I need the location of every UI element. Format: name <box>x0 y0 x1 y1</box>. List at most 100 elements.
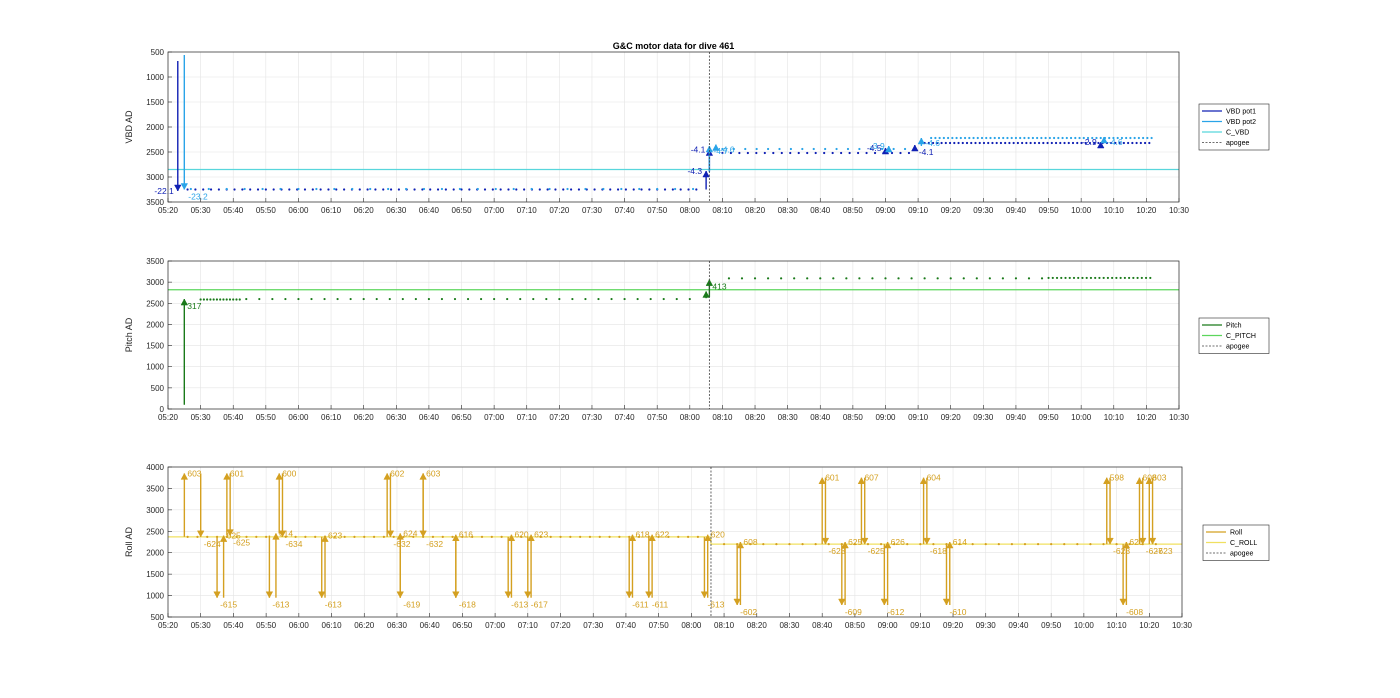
move-arrow-head <box>527 534 535 541</box>
data-point <box>1133 136 1136 140</box>
data-point <box>688 297 691 301</box>
data-point <box>899 151 902 155</box>
data-point <box>789 151 792 155</box>
data-point <box>1137 136 1140 140</box>
data-point <box>1010 136 1013 140</box>
data-point <box>1136 276 1139 280</box>
move-arrow-label: 616 <box>459 530 473 540</box>
x-tick-label: 06:10 <box>322 621 343 630</box>
x-tick-label: 08:10 <box>712 206 733 215</box>
plot-frame <box>167 260 1180 410</box>
data-point <box>879 543 883 546</box>
move-arrow-head <box>278 530 287 538</box>
data-point <box>775 543 778 546</box>
move-arrow-head <box>818 477 826 484</box>
y-axis-label: VBD AD <box>124 110 134 144</box>
data-point <box>971 543 974 546</box>
data-point <box>258 297 261 301</box>
data-point <box>959 136 962 140</box>
data-point <box>375 297 378 301</box>
y-tick-label: 4000 <box>146 463 164 472</box>
data-point <box>958 543 961 546</box>
data-point <box>392 535 395 538</box>
data-point <box>686 535 690 538</box>
x-tick-label: 08:40 <box>810 413 831 422</box>
data-point <box>597 297 600 301</box>
data-point <box>468 188 471 191</box>
data-point <box>1069 136 1073 140</box>
data-point <box>997 136 1001 140</box>
data-point <box>1001 277 1004 280</box>
y-tick-label: 500 <box>151 613 165 622</box>
move-arrow-head <box>712 143 720 151</box>
move-arrow-label: -617 <box>531 600 548 610</box>
data-point <box>558 297 561 301</box>
data-point <box>333 535 336 538</box>
data-point <box>476 187 479 191</box>
data-point <box>812 147 815 151</box>
data-point <box>744 147 747 151</box>
data-point <box>845 277 848 280</box>
x-tick-label: 07:40 <box>616 621 637 630</box>
data-point <box>453 297 457 301</box>
move-arrow-head <box>1122 541 1131 549</box>
data-point <box>1059 141 1062 145</box>
data-point <box>261 187 264 191</box>
data-point <box>500 535 503 538</box>
data-point <box>1119 276 1122 280</box>
move-arrow-label: 625 <box>227 531 241 541</box>
x-tick-label: 10:10 <box>1104 206 1125 215</box>
data-point <box>323 297 326 301</box>
data-point <box>1064 276 1067 280</box>
data-point <box>1077 276 1080 280</box>
data-point <box>480 535 484 538</box>
data-point <box>865 151 868 155</box>
data-point <box>1078 136 1081 140</box>
data-point <box>559 535 562 538</box>
y-tick-label: 1000 <box>146 363 164 372</box>
move-arrow-label: -615 <box>220 600 237 610</box>
x-tick-label: 08:10 <box>712 413 733 422</box>
data-point <box>1149 276 1152 280</box>
move-arrow-label: 603 <box>1152 473 1166 483</box>
data-point <box>1071 141 1075 145</box>
move-arrow-head <box>386 530 395 538</box>
move-arrow-label: -4.6 <box>925 138 940 148</box>
data-point <box>1037 141 1041 145</box>
x-tick-label: 05:20 <box>158 621 179 630</box>
x-tick-label: 07:30 <box>583 621 604 630</box>
move-arrow-head <box>1097 141 1105 149</box>
x-tick-label: 06:50 <box>452 413 473 422</box>
data-point <box>319 188 322 191</box>
data-point <box>1120 136 1124 140</box>
data-point <box>1112 136 1115 140</box>
data-point <box>209 298 212 301</box>
x-tick-label: 10:00 <box>1074 621 1095 630</box>
move-arrow-head <box>841 541 849 549</box>
data-point <box>566 187 569 191</box>
data-point <box>721 151 724 155</box>
x-tick-label: 09:40 <box>1008 621 1029 630</box>
move-arrow-label: -22.1 <box>154 186 174 196</box>
data-point <box>1057 136 1060 140</box>
move-arrow-label: -4.6 <box>720 145 735 155</box>
x-tick-label: 05:40 <box>223 206 244 215</box>
move-arrow-head <box>917 137 926 145</box>
x-tick-label: 10:10 <box>1107 621 1128 630</box>
data-point <box>569 188 573 191</box>
move-arrow-label: -613 <box>325 600 342 610</box>
x-tick-label: 07:50 <box>649 621 670 630</box>
data-point <box>1128 543 1131 546</box>
x-tick-label: 10:10 <box>1104 413 1125 422</box>
data-point <box>962 277 965 280</box>
panel-roll-chart: 05:20 05:30 05:40 05:50 06:00 06:10 06:20 06:30… <box>124 463 1270 630</box>
x-tick-label: 06:00 <box>288 413 309 422</box>
data-point <box>584 297 587 301</box>
data-point <box>610 297 613 301</box>
data-point <box>388 297 391 301</box>
move-arrow-label: 626 <box>891 537 905 547</box>
data-point <box>677 535 680 538</box>
move-arrow-head <box>736 541 745 549</box>
data-point <box>1144 276 1148 280</box>
